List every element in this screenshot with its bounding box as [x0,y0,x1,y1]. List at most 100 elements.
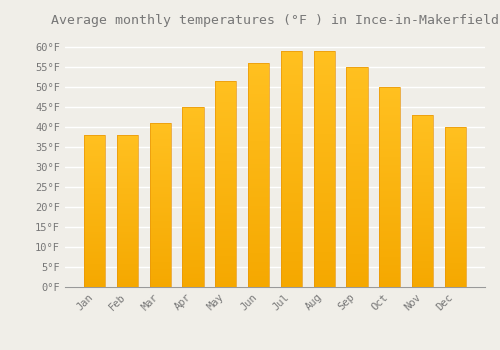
Bar [379,91,400,93]
Bar [346,98,368,100]
Bar [182,132,204,134]
Bar [280,181,302,183]
Bar [84,267,106,269]
Bar [182,116,204,118]
Bar [314,204,335,207]
Bar [248,182,270,184]
Bar [444,181,466,183]
Bar [182,134,204,136]
Bar [379,155,400,157]
Bar [280,89,302,91]
Bar [444,220,466,222]
Bar [248,132,270,135]
Bar [444,177,466,178]
Bar [84,237,106,238]
Bar [84,243,106,244]
Bar [150,194,171,195]
Bar [248,162,270,164]
Bar [215,223,236,225]
Bar [346,102,368,104]
Bar [248,155,270,157]
Bar [117,177,138,179]
Bar [314,84,335,86]
Bar [412,151,433,153]
Bar [248,175,270,177]
Bar [280,160,302,162]
Bar [314,143,335,145]
Bar [379,167,400,169]
Bar [215,196,236,198]
Bar [215,114,236,116]
Bar [84,172,106,173]
Bar [117,267,138,269]
Bar [150,246,171,248]
Bar [150,125,171,126]
Bar [248,153,270,155]
Bar [444,233,466,234]
Bar [379,221,400,223]
Bar [314,96,335,98]
Bar [248,83,270,85]
Bar [182,152,204,154]
Bar [346,177,368,179]
Bar [280,245,302,247]
Bar [346,118,368,120]
Bar [84,284,106,286]
Bar [412,206,433,208]
Bar [314,145,335,148]
Bar [215,145,236,147]
Bar [182,183,204,184]
Bar [379,97,400,99]
Bar [346,247,368,250]
Bar [444,240,466,242]
Bar [182,145,204,147]
Bar [346,120,368,122]
Bar [248,108,270,110]
Bar [379,173,400,175]
Bar [379,193,400,195]
Bar [314,190,335,192]
Bar [215,102,236,104]
Bar [280,176,302,178]
Bar [412,182,433,184]
Bar [314,82,335,84]
Bar [117,149,138,150]
Bar [379,265,400,267]
Bar [412,191,433,192]
Bar [314,77,335,79]
Bar [248,68,270,70]
Bar [84,260,106,261]
Bar [280,282,302,285]
Bar [346,133,368,135]
Bar [117,138,138,140]
Bar [150,215,171,217]
Bar [444,205,466,207]
Bar [117,247,138,249]
Bar [280,126,302,129]
Bar [84,255,106,257]
Bar [248,267,270,269]
Bar [346,228,368,230]
Bar [314,68,335,70]
Bar [182,164,204,166]
Bar [248,249,270,251]
Bar [280,108,302,110]
Bar [280,61,302,63]
Bar [379,153,400,155]
Bar [215,168,236,170]
Bar [248,238,270,240]
Bar [280,273,302,275]
Bar [248,103,270,106]
Bar [280,247,302,249]
Bar [280,254,302,256]
Bar [248,168,270,170]
Bar [280,98,302,100]
Bar [182,244,204,246]
Bar [150,225,171,226]
Bar [248,92,270,94]
Bar [314,183,335,186]
Bar [182,201,204,202]
Bar [314,278,335,280]
Bar [444,140,466,141]
Bar [314,271,335,273]
